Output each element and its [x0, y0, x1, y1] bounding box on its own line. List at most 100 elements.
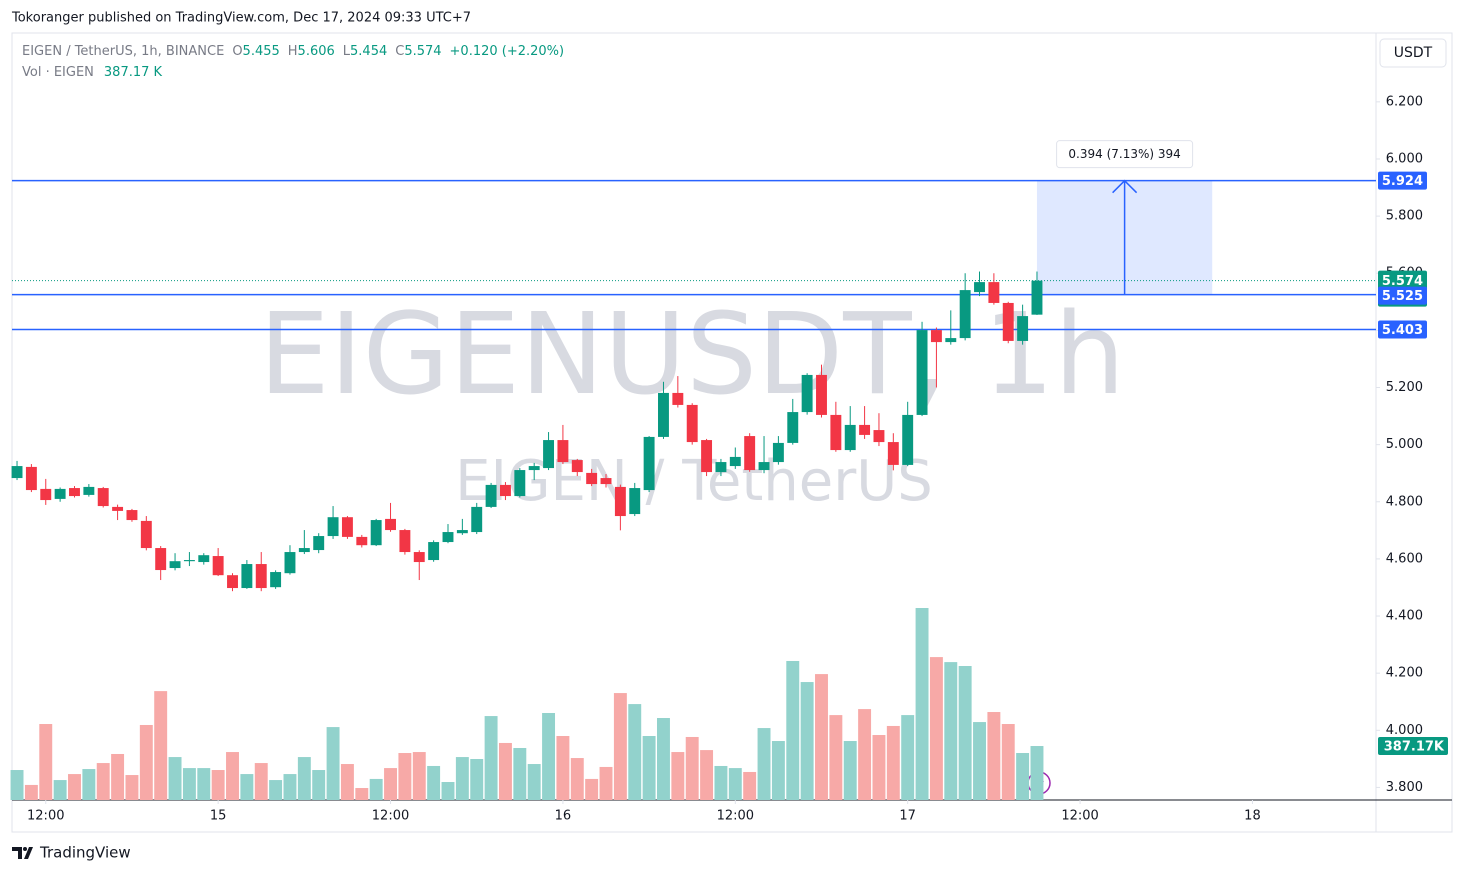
- volume-bar: [96, 763, 110, 800]
- measure-label-box: [1056, 140, 1194, 169]
- volume-bar: [728, 768, 742, 800]
- volume-bar: [24, 784, 38, 800]
- ohlc-key: O: [232, 44, 242, 59]
- y-tick-label: 4.200: [1386, 666, 1423, 681]
- candle-body: [715, 462, 727, 473]
- candle-body: [571, 460, 583, 473]
- volume-bar: [455, 757, 469, 800]
- y-tick-label: 6.200: [1386, 94, 1423, 109]
- volume-bar: [427, 765, 441, 800]
- volume-bar: [671, 752, 685, 800]
- volume-value: 387.17 K: [104, 65, 163, 80]
- ohlc-value: 5.455: [243, 44, 280, 59]
- candle-body: [629, 488, 641, 515]
- candle-body: [97, 488, 109, 507]
- x-tick-label: 17: [899, 809, 916, 824]
- candle-body: [887, 442, 899, 465]
- volume-bar: [958, 666, 972, 800]
- volume-bar: [1001, 724, 1015, 800]
- volume-bar: [513, 747, 527, 800]
- candle-body: [557, 440, 569, 463]
- candle-body: [514, 470, 526, 497]
- ohlc-value: 5.454: [350, 44, 387, 59]
- volume-bar: [700, 750, 714, 800]
- volume-bar: [815, 674, 828, 800]
- ohlc-key: H: [288, 44, 298, 59]
- volume-bar: [10, 770, 24, 800]
- ohlc-key: C: [395, 44, 404, 59]
- candle-body: [241, 564, 253, 589]
- candle-body: [327, 517, 339, 537]
- x-tick-label: 12:00: [717, 809, 754, 824]
- currency-button-label[interactable]: USDT: [1394, 45, 1433, 61]
- candle-body: [658, 392, 669, 437]
- candle-body: [1017, 316, 1029, 341]
- x-tick-label: 16: [555, 809, 572, 824]
- volume-label-box: [1378, 737, 1448, 756]
- candle-body: [155, 548, 167, 571]
- volume-bar: [226, 752, 239, 800]
- volume-bar: [53, 780, 67, 800]
- y-tick-label: 3.800: [1386, 780, 1423, 795]
- y-tick-label: 4.600: [1386, 551, 1423, 566]
- volume-bar: [211, 770, 225, 800]
- candle-body: [945, 338, 957, 343]
- x-tick-label: 15: [210, 809, 227, 824]
- candle-body: [370, 520, 382, 546]
- candle-body: [11, 466, 23, 479]
- currency-button[interactable]: [1379, 38, 1447, 68]
- candle-body: [672, 392, 684, 405]
- candle-body: [140, 520, 152, 549]
- price-label-box: [1378, 320, 1427, 339]
- volume-bar: [39, 724, 53, 800]
- candle-body: [528, 466, 540, 471]
- candle-body: [686, 404, 698, 443]
- change: +0.120 (+2.20%): [450, 44, 565, 59]
- volume-bar: [398, 753, 412, 800]
- volume-bar: [901, 715, 915, 800]
- y-tick-label: 4.000: [1386, 723, 1423, 738]
- volume-bar: [254, 763, 268, 800]
- volume-bar: [743, 771, 757, 800]
- volume-bar: [283, 774, 297, 800]
- candle-body: [456, 530, 468, 534]
- candle-body: [543, 440, 555, 469]
- candle-body: [212, 556, 224, 576]
- candle-body: [643, 436, 655, 491]
- volume-bar: [843, 741, 857, 800]
- volume-bar: [154, 691, 168, 800]
- candle-body: [485, 484, 497, 507]
- candle-body: [916, 330, 928, 415]
- candle-body: [25, 466, 37, 491]
- price-label-box: [1378, 171, 1427, 190]
- ohlc-value: 5.606: [298, 44, 335, 59]
- volume-bar: [628, 704, 642, 800]
- logo-dot: [23, 847, 27, 851]
- candle-body: [701, 440, 713, 473]
- price-label: 5.525: [1382, 289, 1423, 304]
- candle-body: [787, 412, 799, 443]
- candle-body: [816, 374, 827, 415]
- price-label-box: [1378, 286, 1427, 305]
- candle-body: [801, 374, 813, 413]
- candle-body: [959, 290, 971, 339]
- watermark: EIGENUSDT, 1h: [259, 290, 1125, 420]
- candle-body: [385, 518, 396, 531]
- candle-body: [270, 572, 282, 588]
- volume-bar: [599, 766, 613, 800]
- candle-body: [758, 462, 770, 471]
- volume-bar: [1030, 746, 1044, 800]
- volume-bar: [556, 736, 570, 800]
- volume-bar: [872, 735, 886, 800]
- candle-body: [183, 560, 195, 562]
- volume-bar: [340, 764, 354, 800]
- y-tick-label: 4.800: [1386, 494, 1423, 509]
- volume-bar: [498, 742, 512, 800]
- symbol: EIGEN / TetherUS, 1h, BINANCE: [22, 44, 224, 59]
- candle-body: [586, 472, 598, 485]
- candle-body: [126, 510, 138, 521]
- y-tick-label: 5.800: [1386, 209, 1423, 224]
- price-label: 5.403: [1382, 323, 1423, 338]
